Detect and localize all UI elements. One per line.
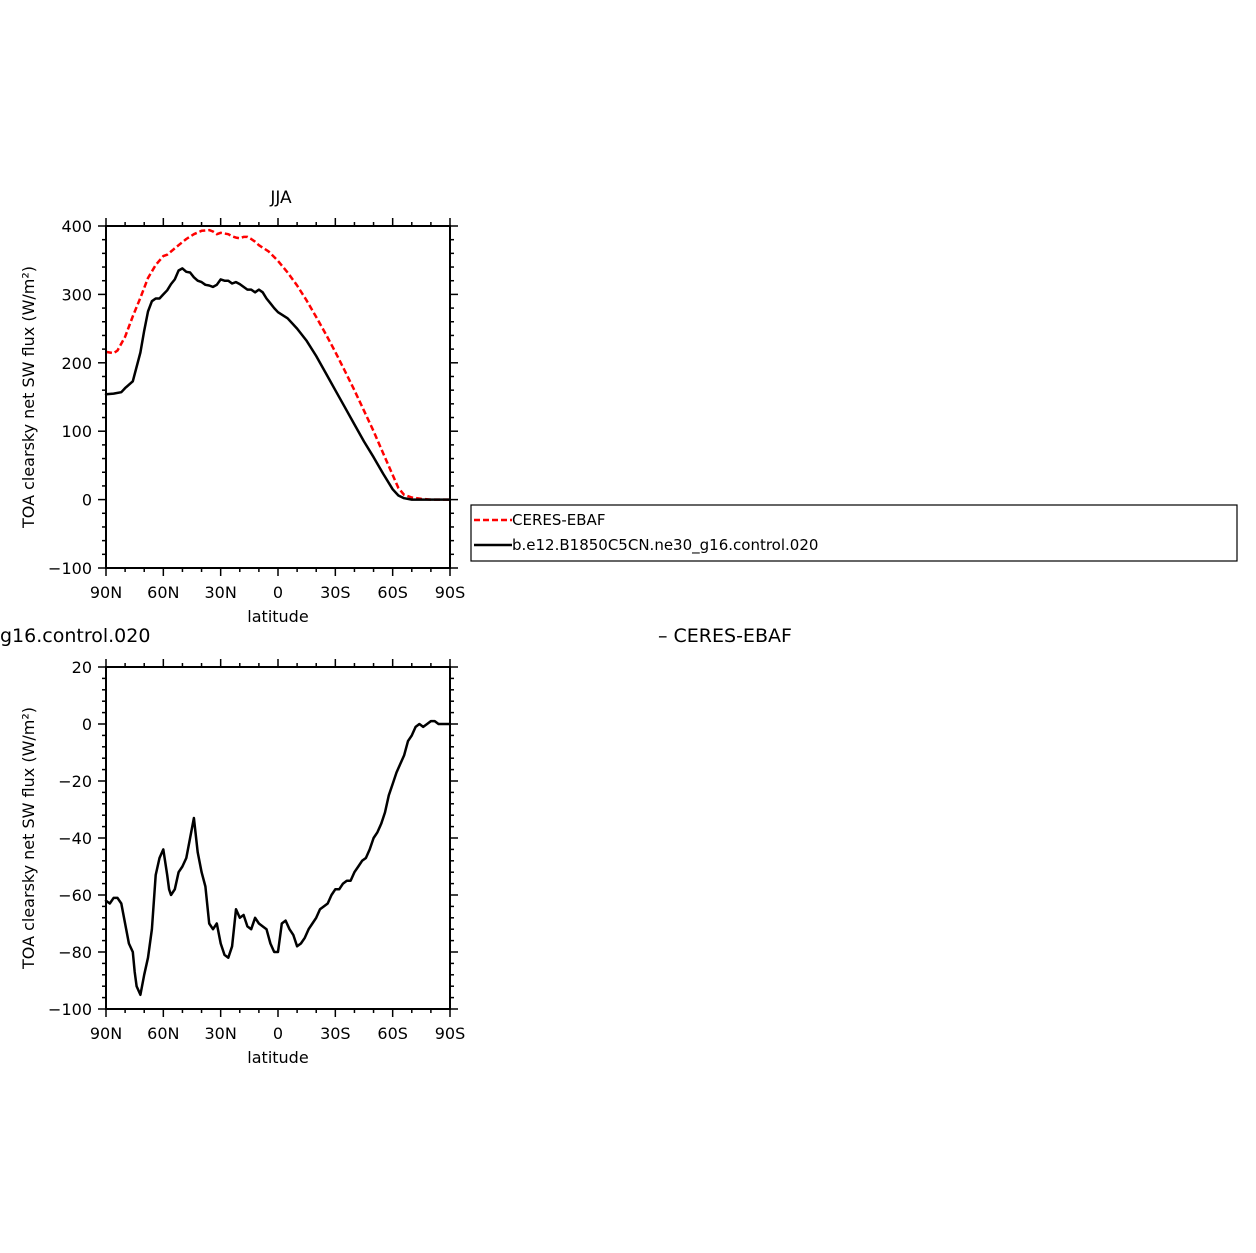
bottom-x-axis-label: latitude bbox=[247, 1048, 308, 1067]
bottom-ticks bbox=[98, 659, 458, 1017]
top-plot-frame bbox=[105, 225, 451, 569]
bottom-x-tick-label: 60N bbox=[147, 1024, 179, 1043]
legend: CERES-EBAF b.e12.B1850C5CN.ne30_g16.cont… bbox=[470, 504, 1238, 562]
top-y-axis-label: TOA clearsky net SW flux (W/m²) bbox=[19, 266, 38, 529]
legend-box bbox=[470, 504, 1238, 562]
top-x-tick-label: 90S bbox=[435, 583, 466, 602]
legend-label-ceres: CERES-EBAF bbox=[512, 511, 605, 529]
bottom-x-tick-label: 0 bbox=[273, 1024, 283, 1043]
bottom-title-right-fragment: – CERES-EBAF bbox=[658, 625, 792, 647]
bottom-x-tick-label: 60S bbox=[377, 1024, 408, 1043]
bottom-y-tick-label: −100 bbox=[48, 1000, 92, 1019]
top-y-tick-label: −100 bbox=[48, 559, 92, 578]
top-x-tick-label: 30S bbox=[320, 583, 351, 602]
bottom-x-tick-labels: 90N 60N 30N 0 30S 60S 90S bbox=[90, 1024, 465, 1043]
top-x-tick-labels: 90N 60N 30N 0 30S 60S 90S bbox=[90, 583, 465, 602]
top-x-tick-label: 0 bbox=[273, 583, 283, 602]
bottom-x-tick-label: 30N bbox=[205, 1024, 237, 1043]
top-x-tick-label: 60N bbox=[147, 583, 179, 602]
top-y-tick-label: 100 bbox=[61, 422, 92, 441]
bottom-y-tick-labels: −100 −80 −60 −40 −20 0 20 bbox=[48, 658, 92, 1019]
top-y-tick-label: 300 bbox=[61, 285, 92, 304]
top-x-axis-label: latitude bbox=[247, 607, 308, 626]
top-x-tick-label: 90N bbox=[90, 583, 122, 602]
bottom-x-tick-label: 90N bbox=[90, 1024, 122, 1043]
bottom-y-tick-label: −80 bbox=[58, 943, 92, 962]
top-x-tick-label: 30N bbox=[205, 583, 237, 602]
top-panel: JJA 90N 60N 30N 0 30S 60S 90S −100 0 100 200 300 40… bbox=[19, 188, 465, 626]
bottom-y-axis-label: TOA clearsky net SW flux (W/m²) bbox=[19, 707, 38, 970]
top-chart-title: JJA bbox=[269, 188, 292, 208]
top-y-tick-label: 400 bbox=[61, 217, 92, 236]
top-ticks bbox=[98, 218, 458, 576]
bottom-y-tick-label: −60 bbox=[58, 886, 92, 905]
bottom-panel: 90N 60N 30N 0 30S 60S 90S −100−80−60−40−20020 … bbox=[19, 658, 465, 1067]
bottom-title-left-fragment: g16.control.020 bbox=[0, 625, 150, 647]
top-y-tick-label: 200 bbox=[61, 354, 92, 373]
top-series-lines bbox=[104, 228, 452, 501]
bottom-y-tick-label: −20 bbox=[58, 772, 92, 791]
bottom-series-line-0 bbox=[104, 719, 452, 997]
bottom-plot-frame bbox=[105, 666, 451, 1010]
top-x-tick-label: 60S bbox=[377, 583, 408, 602]
bottom-series-lines bbox=[104, 719, 452, 997]
top-y-tick-labels: −100 0 100 200 300 400 bbox=[48, 217, 92, 578]
top-y-tick-label: 0 bbox=[82, 491, 92, 510]
bottom-y-tick-label: −40 bbox=[58, 829, 92, 848]
legend-label-model: b.e12.B1850C5CN.ne30_g16.control.020 bbox=[512, 536, 818, 555]
bottom-x-tick-label: 30S bbox=[320, 1024, 351, 1043]
top-series-line-1 bbox=[104, 267, 452, 501]
bottom-y-tick-label: 0 bbox=[82, 715, 92, 734]
top-series-line-0 bbox=[105, 228, 450, 501]
bottom-x-tick-label: 90S bbox=[435, 1024, 466, 1043]
bottom-y-tick-label: 20 bbox=[72, 658, 92, 677]
